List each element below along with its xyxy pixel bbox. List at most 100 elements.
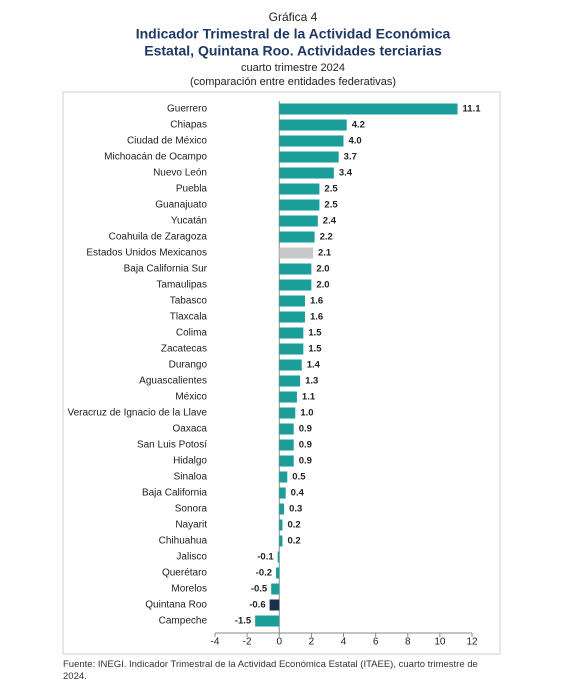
value-label: 11.1 [463,104,482,115]
y-tick-label: Quintana Roo [145,600,207,611]
bar [279,119,347,131]
y-tick-label: Tabasco [170,296,208,307]
y-tick-label: Nuevo León [153,168,207,179]
value-label: -0.6 [249,600,265,611]
value-label: 0.4 [291,488,305,499]
bar [279,103,458,115]
y-tick-label: Baja California [142,488,207,499]
bar [279,263,312,275]
x-tick-label: 2 [309,637,315,648]
y-tick-label: Tlaxcala [170,312,208,323]
bar [277,551,280,563]
y-tick-label: Michoacán de Ocampo [104,152,207,163]
value-label: 0.9 [299,456,312,467]
bar [279,503,285,515]
bar [279,151,339,163]
value-label: 0.3 [289,504,302,515]
bar [279,519,283,531]
y-tick-label: Estados Unidos Mexicanos [86,248,207,259]
x-tick-label: 4 [341,637,347,648]
y-tick-label: Aguascalientes [139,376,207,387]
y-tick-label: Durango [169,360,208,371]
value-label: 0.5 [292,472,306,483]
bar [279,279,312,291]
y-tick-label: Coahuila de Zaragoza [109,232,208,243]
y-tick-label: Hidalgo [173,456,207,467]
value-label: 1.1 [302,392,316,403]
y-tick-label: San Luis Potosí [137,440,207,451]
y-tick-label: Oaxaca [173,424,208,435]
value-label: 0.9 [299,424,312,435]
value-label: 1.6 [310,296,323,307]
bar [279,135,344,147]
y-tick-label: Sonora [175,504,208,515]
y-tick-label: Baja California Sur [124,264,208,275]
x-tick-label: 0 [276,637,282,648]
chart-label: Gráfica 4 [269,10,318,24]
value-label: 1.4 [307,360,321,371]
y-tick-label: Ciudad de México [127,136,207,147]
bar [279,407,296,419]
y-tick-label: Guerrero [167,104,207,115]
bar [255,615,280,627]
y-tick-label: Tamaulipas [156,280,207,291]
bar [279,183,320,195]
x-tick-label: 8 [405,637,411,648]
y-tick-label: Morelos [171,584,207,595]
bar [279,439,294,451]
value-label: 0.9 [299,440,312,451]
bar [279,199,320,211]
y-tick-label: Sinaloa [174,472,208,483]
y-tick-label: Puebla [176,184,208,195]
y-tick-label: Chiapas [170,120,207,131]
source-note: Fuente: INEGI. Indicador Trimestral de l… [63,659,478,682]
chart-subtitle: cuarto trimestre 2024 [241,62,345,74]
bar [279,391,297,403]
y-tick-label: Yucatán [171,216,207,227]
value-label: 2.4 [323,216,337,227]
x-tick-label: -2 [243,637,252,648]
y-tick-label: Chihuahua [159,536,208,547]
value-label: -0.5 [251,584,268,595]
bar [279,167,334,179]
bar [279,471,288,483]
value-label: 0.2 [287,536,300,547]
bar [271,583,280,595]
bar [279,311,305,323]
frame [62,91,501,655]
value-label: 4.2 [352,120,365,131]
chart-title: Indicador Trimestral de la Actividad Eco… [136,26,451,42]
value-label: 2.2 [320,232,333,243]
y-tick-label: Querétaro [162,568,207,579]
bar [279,327,304,339]
value-label: 2.5 [324,200,338,211]
value-label: 1.5 [308,328,322,339]
value-label: 0.2 [287,520,300,531]
value-label: 3.7 [344,152,357,163]
value-label: -0.2 [256,568,272,579]
bar [279,375,301,387]
x-tick-label: 12 [466,637,478,648]
value-label: 1.3 [305,376,318,387]
bar [279,535,283,547]
value-label: 4.0 [349,136,362,147]
value-label: 2.0 [316,264,329,275]
bar [276,567,280,579]
value-label: 2.0 [316,280,329,291]
y-tick-label: Colima [176,328,208,339]
x-tick-label: 10 [434,637,446,648]
chart-title: Estatal, Quintana Roo. Actividades terci… [144,43,442,59]
y-tick-label: Campeche [159,616,208,627]
y-tick-label: Zacatecas [161,344,207,355]
y-tick-label: Nayarit [175,520,207,531]
value-label: 3.4 [339,168,353,179]
bar [279,359,302,371]
y-tick-label: México [175,392,207,403]
value-label: 1.0 [300,408,313,419]
y-tick-label: Veracruz de Ignacio de la Llave [67,408,207,419]
bar [279,455,294,467]
value-label: 1.5 [308,344,322,355]
bar [269,599,280,611]
